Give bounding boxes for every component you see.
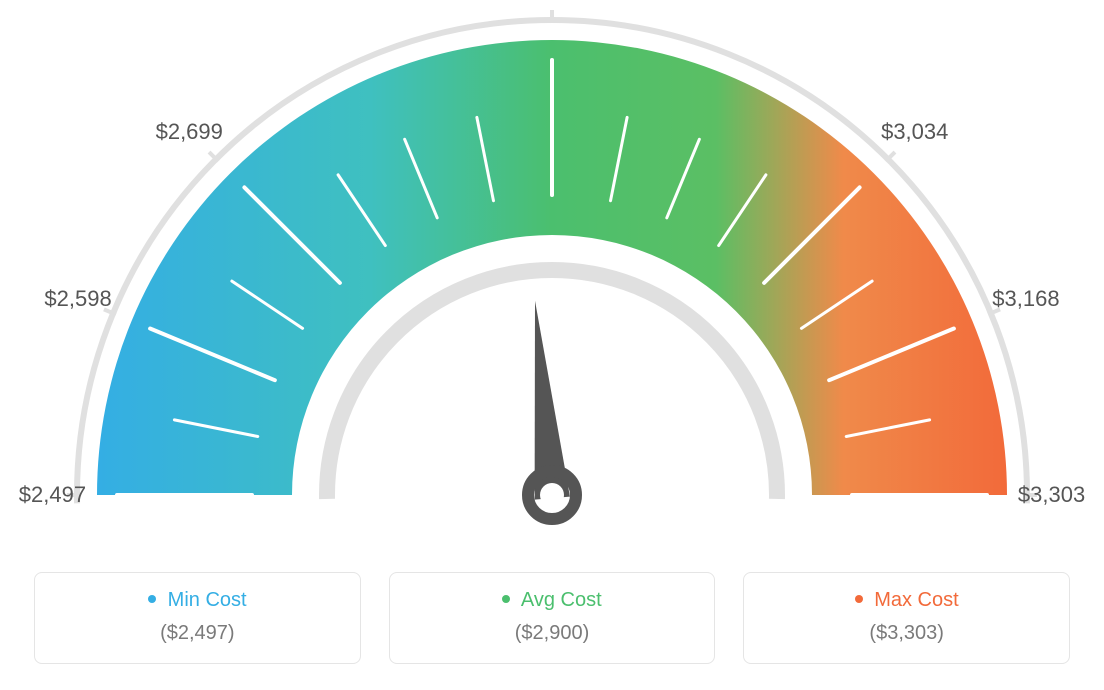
- gauge-tick-label: $3,303: [1018, 482, 1085, 508]
- cost-gauge-chart: $2,497$2,598$2,699$2,900$3,034$3,168$3,3…: [0, 0, 1104, 690]
- gauge-svg: [0, 0, 1104, 560]
- legend-min-card: Min Cost ($2,497): [34, 572, 361, 664]
- dot-icon: [502, 595, 510, 603]
- gauge-tick-label: $2,699: [156, 119, 223, 145]
- legend-title-text: Avg Cost: [521, 589, 602, 611]
- legend-avg-value: ($2,900): [400, 622, 705, 645]
- legend-max-value: ($3,303): [754, 622, 1059, 645]
- legend-title-text: Min Cost: [168, 589, 247, 611]
- legend-title-text: Max Cost: [874, 589, 958, 611]
- gauge-tick-label: $2,497: [19, 482, 86, 508]
- gauge-tick-label: $3,034: [881, 119, 948, 145]
- legend-max-title: Max Cost: [754, 589, 1059, 612]
- gauge-tick-label: $2,598: [44, 286, 111, 312]
- legend-min-title: Min Cost: [45, 589, 350, 612]
- legend-avg-card: Avg Cost ($2,900): [389, 572, 716, 664]
- legend-row: Min Cost ($2,497) Avg Cost ($2,900) Max …: [34, 572, 1070, 664]
- gauge-tick-label: $3,168: [992, 286, 1059, 312]
- legend-max-card: Max Cost ($3,303): [743, 572, 1070, 664]
- legend-avg-title: Avg Cost: [400, 589, 705, 612]
- legend-min-value: ($2,497): [45, 622, 350, 645]
- gauge-area: $2,497$2,598$2,699$2,900$3,034$3,168$3,3…: [0, 0, 1104, 560]
- dot-icon: [148, 595, 156, 603]
- dot-icon: [855, 595, 863, 603]
